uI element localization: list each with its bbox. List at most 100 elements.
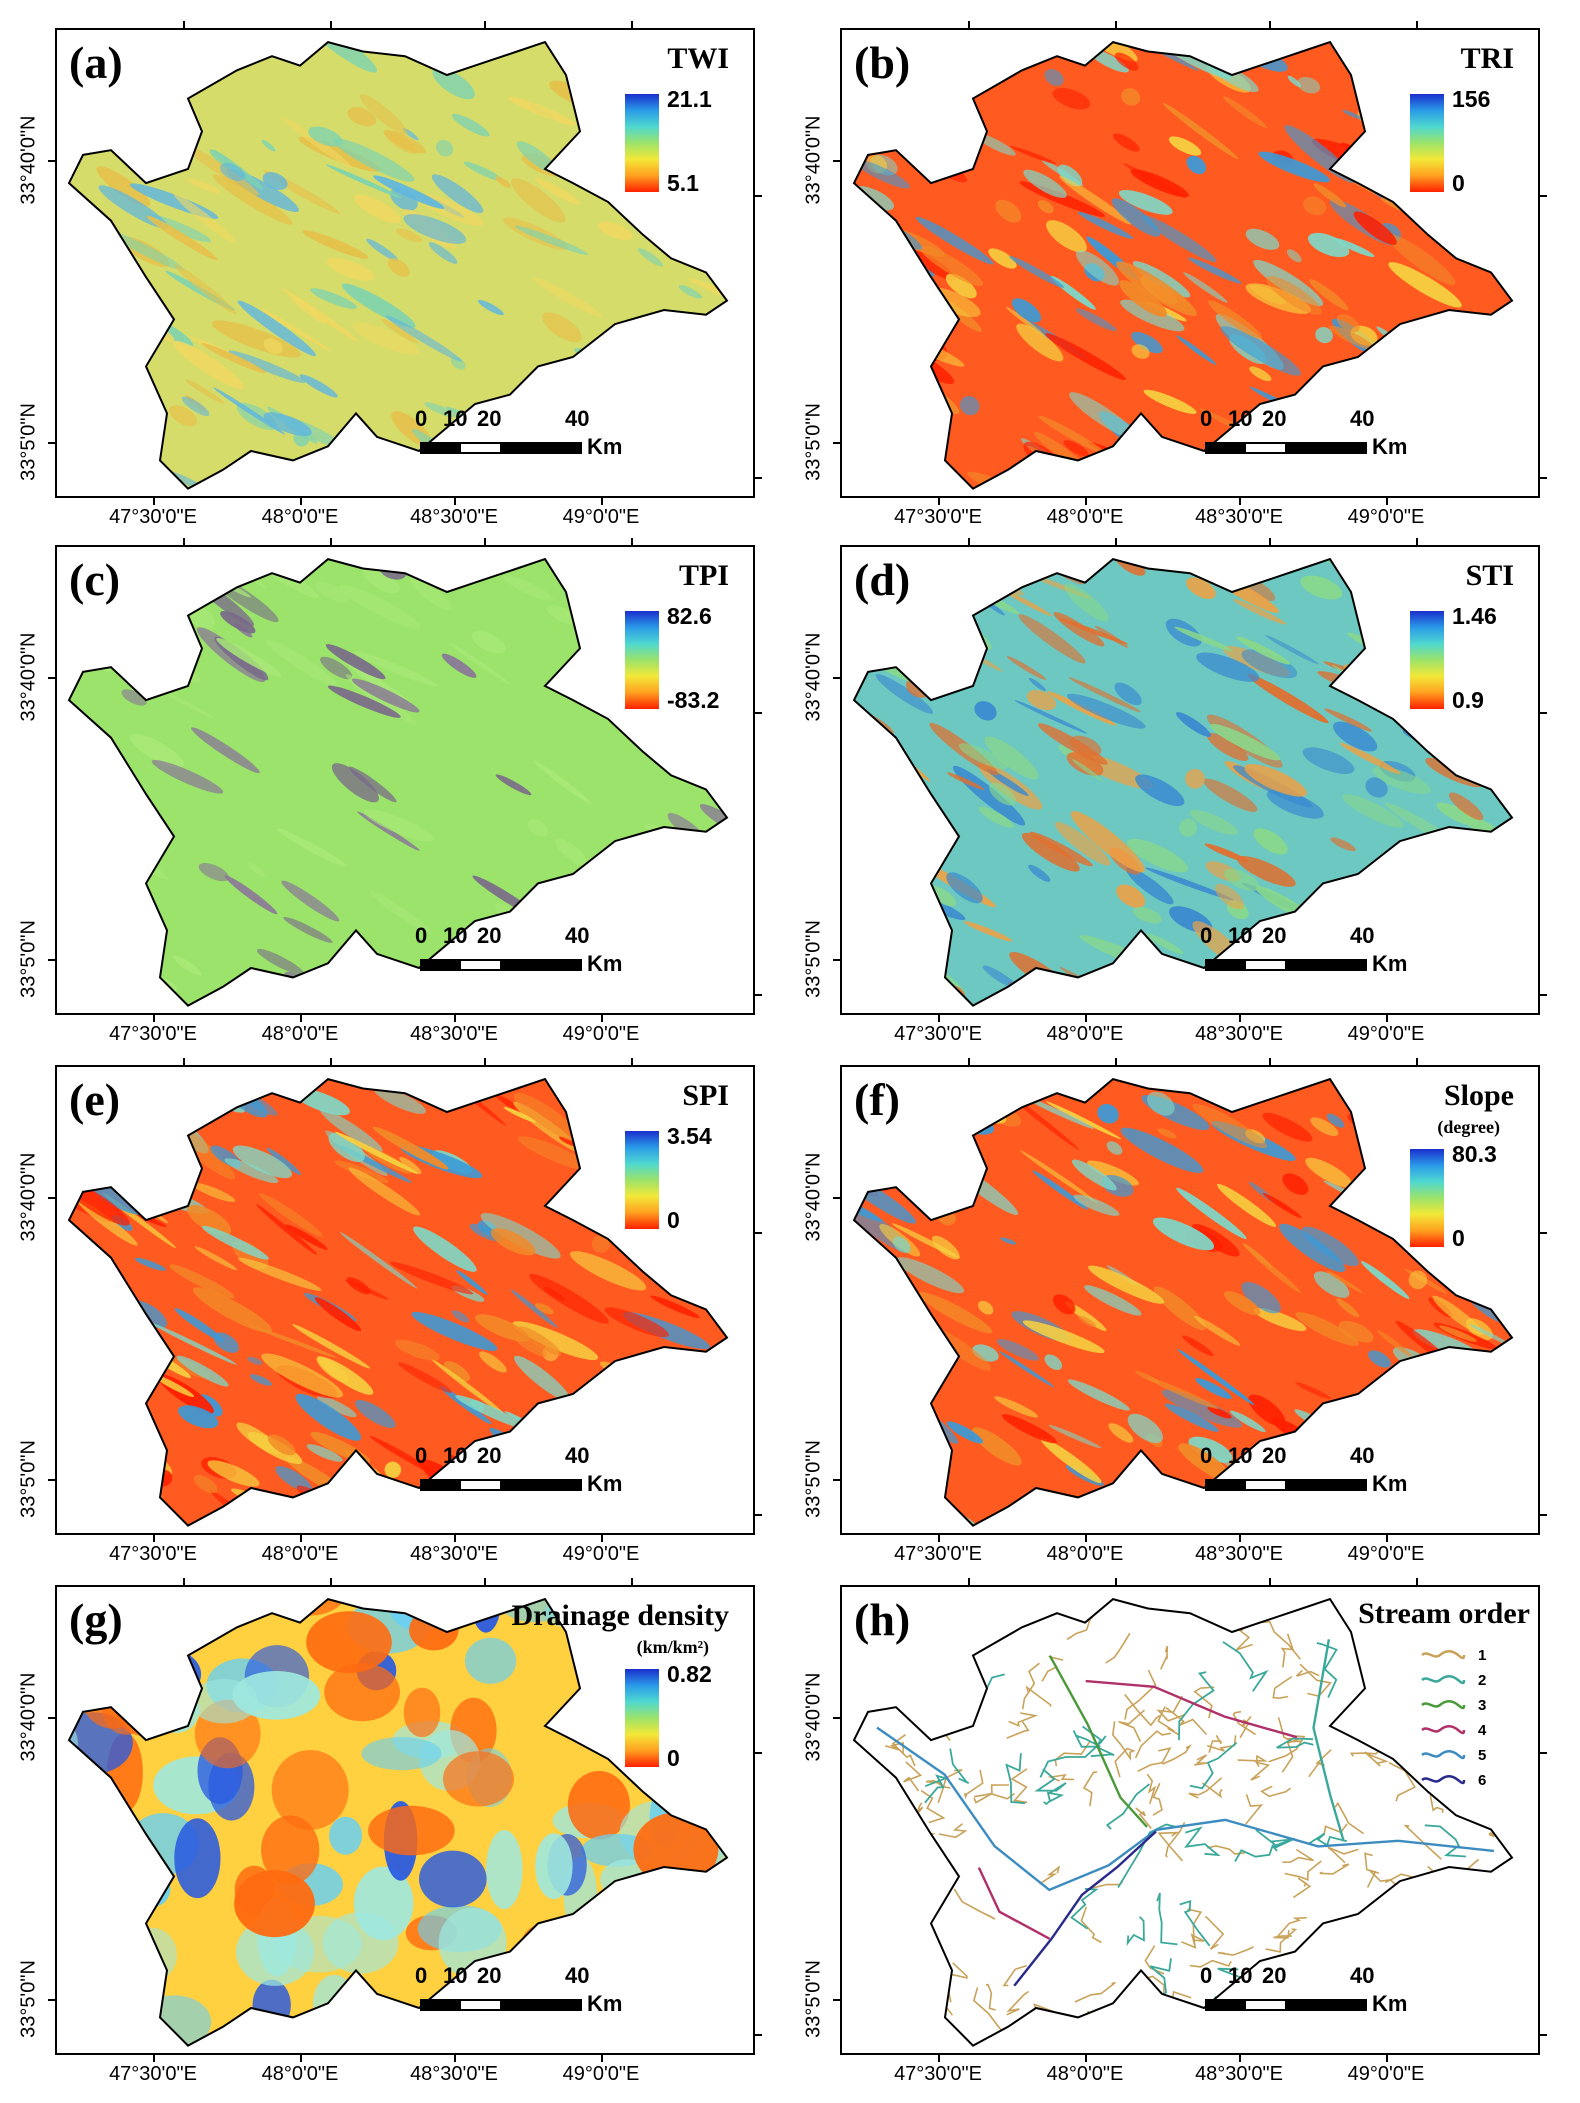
- stream-line-swatch: [1421, 1675, 1466, 1685]
- scale-bar-number: 0: [1200, 1963, 1213, 1988]
- scale-bar-number: 20: [477, 923, 502, 948]
- y-tick-mark: [48, 1998, 56, 2001]
- stream-order-value: 1: [1478, 1646, 1487, 1664]
- stream-line-swatch: [1421, 1650, 1466, 1660]
- x-tick-mark: [1416, 538, 1418, 546]
- legend-min-value: 5.1: [667, 170, 699, 196]
- x-axis-label: 48°0'0"E: [261, 2063, 339, 2085]
- y-tick-mark: [48, 1196, 56, 1199]
- legend-min-value: 0: [667, 1745, 680, 1771]
- x-axis-label: 48°0'0"E: [261, 1023, 339, 1045]
- scale-bar-number: 40: [565, 923, 590, 948]
- scale-bar-number: 40: [1350, 406, 1375, 431]
- basin-outline: [852, 1077, 1514, 1527]
- y-tick-mark: [1539, 711, 1547, 714]
- x-axis-label: 49°0'0"E: [562, 1023, 640, 1045]
- scale-bar-number: 10: [1228, 923, 1253, 948]
- x-tick-mark: [153, 1014, 155, 1022]
- y-axis-label: 33°5'0"N: [802, 1959, 825, 2038]
- legend-min-value: 0: [667, 1207, 680, 1233]
- x-tick-mark: [300, 1014, 302, 1022]
- stream-order-item: 5: [1420, 1743, 1486, 1767]
- x-tick-mark: [938, 2054, 940, 2062]
- scale-bar-numbers: 0 10 20 40: [415, 923, 595, 951]
- y-tick-mark: [754, 2033, 762, 2036]
- x-axis-label: 48°30'0"E: [410, 1023, 498, 1045]
- x-tick-mark: [153, 2054, 155, 2062]
- x-axis-label: 48°30'0"E: [1195, 1543, 1283, 1565]
- y-tick-mark: [1539, 1231, 1547, 1234]
- y-axis-label: 33°5'0"N: [802, 919, 825, 998]
- scale-bar-numbers: 0 10 20 40: [415, 1443, 595, 1471]
- stream-order-value: 2: [1478, 1671, 1487, 1689]
- panel-label: (b): [854, 37, 911, 88]
- y-axis-label: 33°5'0"N: [802, 1439, 825, 1518]
- y-axis-label: 33°5'0"N: [17, 1959, 40, 2038]
- panel-label: (f): [854, 1074, 900, 1125]
- x-axis-label: 48°0'0"E: [261, 1543, 339, 1565]
- scale-bar-unit: Km: [587, 1471, 623, 1496]
- legend-max-value: 1.46: [1452, 603, 1497, 629]
- scale-bar-number: 40: [1350, 923, 1375, 948]
- y-axis-label: 33°40'0"N: [17, 1152, 40, 1242]
- y-axis-label: 33°5'0"N: [802, 402, 825, 481]
- x-tick-mark: [1269, 21, 1271, 29]
- y-tick-mark: [1539, 194, 1547, 197]
- scale-bar-number: 20: [477, 1963, 502, 1988]
- scale-bar-unit: Km: [587, 1991, 623, 2016]
- scale-bar-number: 20: [1262, 406, 1287, 431]
- x-tick-mark: [1386, 1534, 1388, 1542]
- x-tick-mark: [968, 1058, 970, 1066]
- x-axis-label: 47°30'0"E: [109, 506, 197, 528]
- scale-bar-number: 20: [1262, 923, 1287, 948]
- legend-max-value: 80.3: [1452, 1141, 1497, 1167]
- y-tick-mark: [833, 441, 841, 444]
- map-e: [67, 1077, 729, 1527]
- x-axis-label: 47°30'0"E: [109, 2063, 197, 2085]
- x-tick-mark: [1416, 1578, 1418, 1586]
- x-tick-mark: [330, 21, 332, 29]
- panel-label: (g): [69, 1594, 123, 1645]
- map-panel-b: (b) TRI 156 0 0 10 20 40 Km 47°30'0"E 48°0'0"E 48°3…: [803, 21, 1547, 528]
- stream-order-item: 1: [1420, 1643, 1486, 1667]
- x-axis-label: 48°30'0"E: [1195, 1023, 1283, 1045]
- legend-title: TWI: [667, 42, 729, 75]
- map-panel-h: (h) Stream order 1 2 3 4 5 6 0 10 20 40 Km 47°30'0"E 4…: [803, 1578, 1547, 2085]
- y-tick-mark: [833, 958, 841, 961]
- y-tick-mark: [48, 676, 56, 679]
- x-tick-mark: [153, 1534, 155, 1542]
- legend-title: Stream order: [1358, 1597, 1530, 1630]
- scale-bar-number: 0: [415, 1443, 428, 1468]
- scale-bar-number: 0: [1200, 406, 1213, 431]
- y-tick-mark: [48, 1716, 56, 1719]
- x-axis-label: 47°30'0"E: [894, 1023, 982, 1045]
- map-a: [67, 40, 729, 490]
- stream-line-swatch: [1421, 1725, 1466, 1735]
- y-tick-mark: [1539, 1751, 1547, 1754]
- stream-order-item: 3: [1420, 1693, 1486, 1717]
- y-tick-mark: [754, 1751, 762, 1754]
- basin-outline: [852, 40, 1514, 490]
- y-tick-mark: [833, 1998, 841, 2001]
- x-tick-mark: [968, 1578, 970, 1586]
- scale-bar-number: 20: [477, 406, 502, 431]
- stream-order-value: 3: [1478, 1696, 1487, 1714]
- basin-outline: [67, 40, 729, 490]
- y-tick-mark: [754, 993, 762, 996]
- x-tick-mark: [1085, 2054, 1087, 2062]
- scale-bar-numbers: 0 10 20 40: [1200, 923, 1380, 951]
- x-axis-label: 48°30'0"E: [410, 2063, 498, 2085]
- scale-bar: [420, 1999, 582, 2011]
- x-tick-mark: [300, 1534, 302, 1542]
- stream-order-value: 6: [1478, 1771, 1487, 1789]
- y-tick-mark: [1539, 476, 1547, 479]
- scale-bar-number: 10: [443, 1963, 468, 1988]
- scale-bar-unit: Km: [1372, 1471, 1408, 1496]
- x-tick-mark: [1269, 1578, 1271, 1586]
- legend-max-value: 82.6: [667, 603, 712, 629]
- map-panel-a: (a) TWI 21.1 5.1 0 10 20 40 Km 47°30'0"E 48°0'0"E 4…: [18, 21, 762, 528]
- legend-max-value: 156: [1452, 86, 1491, 112]
- scale-bar-number: 40: [565, 1963, 590, 1988]
- legend-title: TPI: [678, 559, 729, 592]
- x-axis-label: 48°0'0"E: [1046, 1543, 1124, 1565]
